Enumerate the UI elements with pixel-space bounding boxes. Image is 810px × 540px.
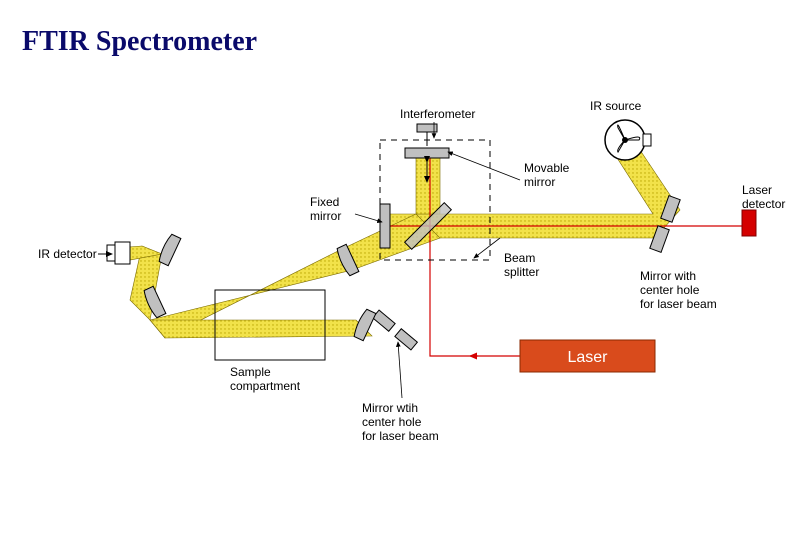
- fixed_mirror-label: Fixed: [310, 195, 339, 209]
- mirror_hole_bottom-label: for laser beam: [362, 429, 439, 443]
- ir_source-label: IR source: [590, 99, 642, 113]
- interferometer-label: Interferometer: [400, 107, 475, 121]
- laser_detector-label: detector: [742, 197, 785, 211]
- mirror_hole_right-label: for laser beam: [640, 297, 717, 311]
- mirror_hole_bottom-label: Mirror wtih: [362, 401, 418, 415]
- sample_compartment-label: Sample: [230, 365, 271, 379]
- mirror_hole_right-label: center hole: [640, 283, 700, 297]
- movable_mirror-label: Movable: [524, 161, 570, 175]
- laser-label: Laser: [567, 349, 608, 366]
- ir_detector-label: IR detector: [38, 247, 97, 261]
- laser_detector-label: Laser: [742, 183, 772, 197]
- ftir-diagram: InterferometerMovablemirrorFixedmirrorBe…: [0, 0, 810, 540]
- movable_mirror-label: mirror: [524, 175, 555, 189]
- beam_splitter-label: splitter: [504, 265, 539, 279]
- ir-beam-paths: [116, 150, 680, 338]
- mirror_hole_bottom-label: center hole: [362, 415, 422, 429]
- beam_splitter-label: Beam: [504, 251, 535, 265]
- fixed_mirror-label: mirror: [310, 209, 341, 223]
- sample_compartment-label: compartment: [230, 379, 301, 393]
- mirror_hole_right-label: Mirror with: [640, 269, 696, 283]
